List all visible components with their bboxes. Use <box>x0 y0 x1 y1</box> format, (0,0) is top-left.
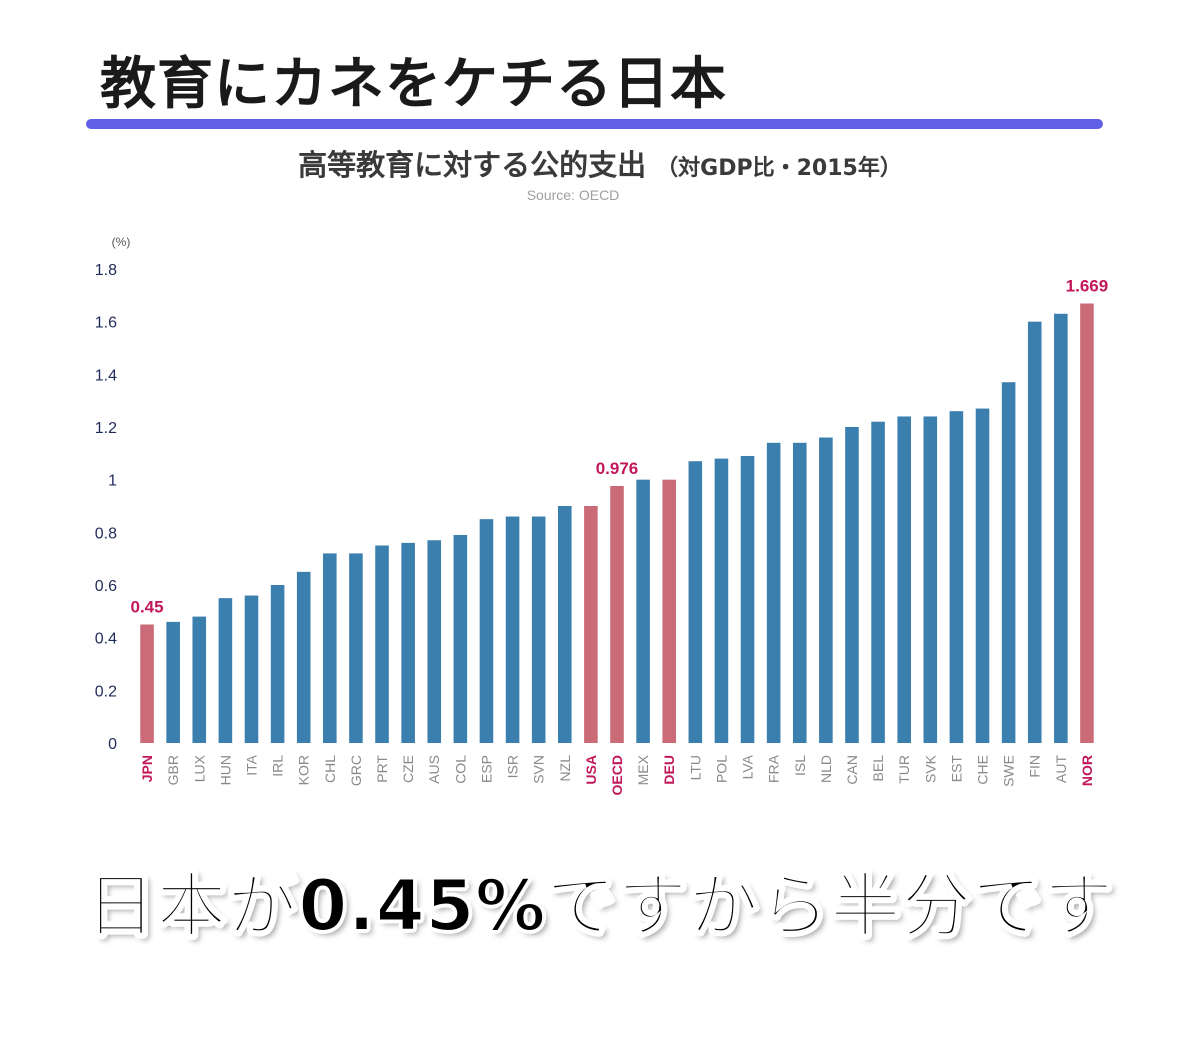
bar-swe <box>1001 382 1016 743</box>
bar-can <box>845 427 859 743</box>
bar-fra <box>766 442 781 743</box>
x-tick-label-nor: NOR <box>1079 755 1095 786</box>
y-tick-label: 0 <box>108 736 117 753</box>
bar-hun <box>218 598 233 743</box>
bar-mex <box>636 479 650 743</box>
x-tick-label-mex: MEX <box>635 754 651 785</box>
x-tick-label-can: CAN <box>844 755 860 785</box>
bar-jpn <box>140 624 154 743</box>
headline: 教育にカネをケチる日本 <box>100 52 727 117</box>
x-tick-label-irl: IRL <box>270 755 286 777</box>
x-tick-label-oecd: OECD <box>609 755 625 795</box>
x-tick-label-fra: FRA <box>766 754 782 783</box>
bar-isr <box>505 516 520 743</box>
x-tick-label-lva: LVA <box>740 754 756 779</box>
bar-prt <box>375 545 389 743</box>
bar-est <box>949 411 964 743</box>
y-tick-label: 0.8 <box>95 525 117 542</box>
bar-nor <box>1080 303 1094 743</box>
x-tick-label-ltu: LTU <box>687 755 703 780</box>
x-tick-label-svn: SVN <box>531 755 547 784</box>
y-axis-unit-label: (%) <box>112 235 131 249</box>
bar-aut <box>1054 313 1068 743</box>
headline-underline <box>86 119 1103 129</box>
x-tick-label-est: EST <box>948 755 964 783</box>
bar-pol <box>714 458 729 743</box>
x-tick-label-isl: ISL <box>792 755 808 776</box>
bar-tur <box>897 416 911 743</box>
y-tick-label: 1.4 <box>95 367 117 384</box>
x-tick-label-nld: NLD <box>818 755 834 783</box>
chart-title-sub: （対GDP比・2015年） <box>656 156 902 181</box>
y-tick-label: 1.8 <box>95 262 117 279</box>
y-tick-label: 1 <box>108 473 117 490</box>
bar-col <box>453 534 468 743</box>
bar-lva <box>740 455 755 743</box>
y-tick-label: 0.2 <box>95 683 117 700</box>
y-tick-label: 1.6 <box>95 315 117 332</box>
y-tick-label: 0.6 <box>95 578 117 595</box>
bar-ltu <box>688 461 703 743</box>
bar-chl <box>323 553 337 743</box>
x-tick-label-aus: AUS <box>426 755 442 784</box>
x-tick-label-ita: ITA <box>243 754 259 775</box>
x-tick-label-tur: TUR <box>896 755 912 784</box>
x-tick-label-hun: HUN <box>217 755 233 785</box>
x-tick-label-kor: KOR <box>296 755 312 785</box>
x-tick-label-grc: GRC <box>348 755 364 786</box>
bar-usa <box>584 506 598 743</box>
bar-lux <box>192 616 207 743</box>
bar-cze <box>401 542 415 743</box>
x-tick-label-chl: CHL <box>322 755 338 783</box>
y-tick-label: 1.2 <box>95 420 117 437</box>
x-tick-label-lux: LUX <box>191 754 207 782</box>
x-tick-label-isr: ISR <box>505 755 521 778</box>
x-tick-label-bel: BEL <box>870 755 886 782</box>
caption-subtitle: 日本が0.45%ですから半分です <box>85 864 1115 948</box>
x-tick-label-usa: USA <box>583 755 599 785</box>
bar-svk <box>923 416 938 743</box>
bar-nld <box>819 437 833 743</box>
bar-nzl <box>558 506 572 743</box>
bar-svn <box>531 516 546 743</box>
data-label-nor: 1.669 <box>1066 276 1109 295</box>
data-label-jpn: 0.45 <box>131 598 164 617</box>
x-tick-label-fin: FIN <box>1027 755 1043 778</box>
bar-grc <box>349 553 363 743</box>
x-tick-label-aut: AUT <box>1053 755 1069 783</box>
x-tick-label-cze: CZE <box>400 755 416 783</box>
x-tick-label-che: CHE <box>975 755 991 785</box>
x-tick-label-swe: SWE <box>1001 755 1017 787</box>
x-tick-label-nzl: NZL <box>557 755 573 782</box>
bar-fin <box>1027 321 1042 743</box>
x-tick-label-pol: POL <box>713 755 729 783</box>
x-tick-label-gbr: GBR <box>165 755 181 785</box>
bar-deu <box>662 479 677 743</box>
chart-title-main: 高等教育に対する公的支出 <box>298 148 647 182</box>
bar-isl <box>792 442 807 743</box>
bar-bel <box>871 421 885 743</box>
bar-esp <box>479 519 494 743</box>
x-tick-label-prt: PRT <box>374 755 390 783</box>
bar-aus <box>427 540 442 743</box>
x-tick-label-jpn: JPN <box>139 755 155 782</box>
bar-irl <box>270 585 285 743</box>
data-label-oecd: 0.976 <box>596 459 639 478</box>
x-tick-label-deu: DEU <box>661 755 677 785</box>
chart-source: Source: OECD <box>526 187 620 203</box>
bar-chart: (%) 0 0.2 0.4 0.6 0.8 1 1.2 1.4 1.6 1.8 JPN GBR LUX HU… <box>95 235 1109 795</box>
bar-kor <box>296 571 311 743</box>
bar-gbr <box>166 621 180 743</box>
y-tick-label: 0.4 <box>95 631 117 648</box>
chart-title: 高等教育に対する公的支出 （対GDP比・2015年） <box>0 142 1200 184</box>
x-tick-label-col: COL <box>452 755 468 784</box>
bar-che <box>975 408 990 743</box>
x-tick-label-esp: ESP <box>478 755 494 783</box>
bar-ita <box>244 595 259 743</box>
bar-oecd <box>610 485 624 743</box>
x-tick-label-svk: SVK <box>922 754 938 783</box>
